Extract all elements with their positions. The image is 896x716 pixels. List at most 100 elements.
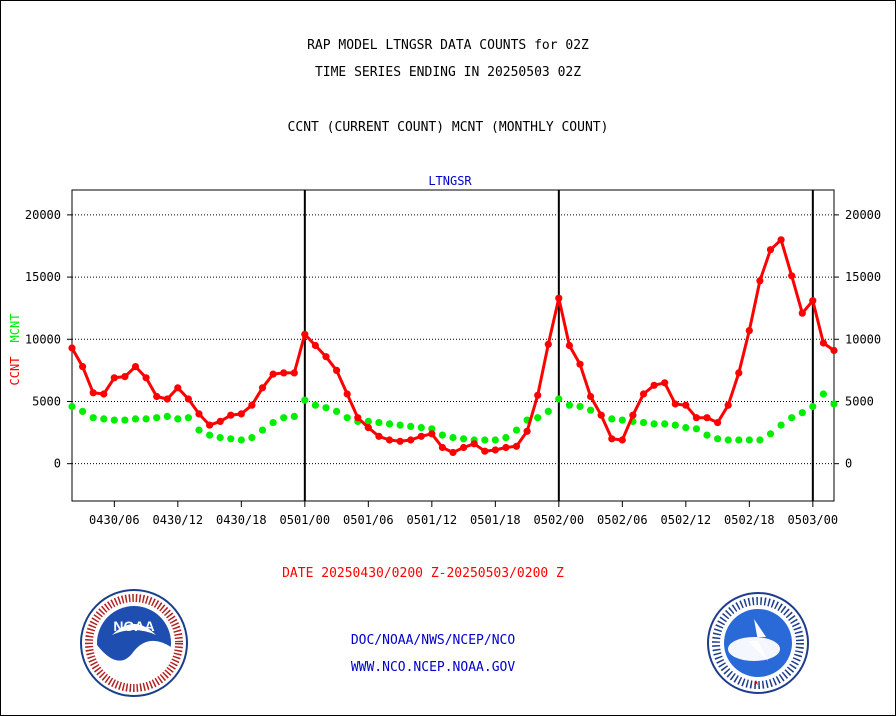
data-point-mcnt: [766, 430, 775, 438]
data-point-mcnt: [206, 431, 214, 439]
data-point-ccnt: [534, 391, 542, 399]
data-point-ccnt: [809, 297, 817, 305]
data-point-ccnt: [396, 437, 404, 445]
chart-subtitle: CCNT (CURRENT COUNT) MCNT (MONTHLY COUNT…: [287, 120, 609, 135]
data-point-mcnt: [756, 436, 764, 444]
data-point-ccnt: [523, 427, 531, 435]
y-tick-label-left: 0: [54, 457, 61, 471]
x-tick-label: 0503/00: [788, 513, 839, 527]
data-point-mcnt: [407, 422, 415, 430]
data-point-mcnt: [375, 419, 383, 427]
data-point-mcnt: [650, 420, 658, 428]
data-point-ccnt: [788, 272, 796, 280]
data-point-mcnt: [68, 402, 76, 411]
data-point-mcnt: [258, 426, 267, 434]
data-point-mcnt: [819, 390, 828, 398]
data-point-mcnt: [777, 421, 785, 429]
data-point-ccnt: [555, 294, 563, 302]
data-point-mcnt: [576, 402, 584, 411]
data-point-ccnt: [777, 236, 785, 244]
data-point-ccnt: [153, 392, 161, 401]
data-point-mcnt: [724, 436, 732, 444]
data-point-mcnt: [311, 401, 319, 409]
data-point-ccnt: [333, 366, 341, 374]
data-point-mcnt: [745, 436, 753, 444]
tick-layer: 0 0 5000 5000 10000 10000 15000 15000 20000 20000…: [25, 208, 881, 527]
x-tick-label: 0502/00: [534, 513, 585, 527]
data-point-mcnt: [121, 416, 129, 424]
data-point-ccnt: [301, 330, 309, 338]
data-point-mcnt: [481, 436, 489, 444]
y-tick-label-left: 20000: [25, 208, 61, 222]
data-point-mcnt: [491, 436, 499, 444]
noaa-logo: NOAA: [80, 589, 188, 697]
x-tick-label: 0501/06: [343, 513, 394, 527]
data-point-mcnt: [89, 414, 97, 422]
data-point-mcnt: [460, 435, 468, 443]
nws-logo: [707, 592, 809, 694]
data-point-ccnt: [703, 414, 711, 422]
data-point-ccnt: [89, 389, 97, 397]
data-point-ccnt: [110, 374, 118, 382]
data-point-ccnt: [163, 395, 171, 403]
data-point-ccnt: [460, 443, 468, 452]
data-point-ccnt: [121, 373, 129, 381]
data-point-ccnt: [587, 392, 595, 401]
data-point-mcnt: [830, 400, 838, 408]
data-point-ccnt: [375, 432, 383, 440]
data-point-ccnt: [343, 390, 351, 398]
data-point-ccnt: [491, 446, 499, 454]
data-point-ccnt: [756, 277, 764, 285]
x-tick-label: 0502/18: [724, 513, 775, 527]
data-point-mcnt: [280, 414, 288, 422]
data-point-ccnt: [470, 440, 478, 448]
data-point-ccnt: [692, 414, 701, 422]
data-point-mcnt: [438, 431, 446, 439]
data-point-mcnt: [587, 406, 595, 414]
data-point-ccnt: [661, 379, 669, 387]
data-point-ccnt: [671, 400, 679, 408]
data-point-ccnt: [269, 370, 277, 378]
x-tick-label: 0430/18: [216, 513, 267, 527]
data-point-mcnt: [396, 421, 404, 429]
data-point-mcnt: [417, 424, 425, 432]
data-point-mcnt: [682, 424, 690, 432]
data-point-ccnt: [565, 341, 574, 350]
data-point-mcnt: [364, 417, 372, 425]
x-tick-label: 0501/12: [407, 513, 458, 527]
y-tick-label-left: 5000: [32, 394, 61, 408]
data-point-ccnt: [68, 344, 76, 352]
data-point-mcnt: [131, 415, 140, 423]
data-point-ccnt: [100, 390, 108, 398]
data-point-ccnt: [227, 411, 235, 419]
data-point-mcnt: [153, 414, 161, 422]
date-range-label: DATE 20250430/0200 Z-20250503/0200 Z: [282, 566, 564, 581]
data-point-ccnt: [724, 401, 732, 409]
plot-title: LTNGSR: [428, 174, 472, 188]
data-point-ccnt: [237, 410, 245, 418]
data-point-ccnt: [322, 353, 330, 361]
data-point-ccnt: [290, 369, 298, 377]
x-tick-label: 0502/06: [597, 513, 648, 527]
data-point-mcnt: [195, 426, 203, 434]
data-point-mcnt: [714, 435, 722, 443]
data-point-mcnt: [608, 415, 616, 423]
data-point-mcnt: [449, 434, 457, 442]
data-point-mcnt: [269, 419, 277, 427]
data-point-ccnt: [385, 436, 394, 444]
data-point-mcnt: [671, 421, 679, 429]
data-point-ccnt: [502, 443, 510, 452]
y-tick-label-right: 0: [845, 457, 852, 471]
y-tick-label-left: 10000: [25, 332, 61, 346]
data-point-ccnt: [819, 339, 828, 347]
data-point-mcnt: [100, 415, 108, 423]
chart-title-line1: RAP MODEL LTNGSR DATA COUNTS for 02Z: [307, 38, 589, 53]
data-point-mcnt: [333, 407, 341, 415]
data-point-mcnt: [237, 436, 245, 444]
data-point-ccnt: [407, 436, 415, 444]
ylabel-ccnt: CCNT: [8, 357, 22, 386]
data-point-ccnt: [512, 442, 521, 450]
x-tick-label: 0430/12: [153, 513, 204, 527]
data-point-ccnt: [608, 435, 616, 443]
